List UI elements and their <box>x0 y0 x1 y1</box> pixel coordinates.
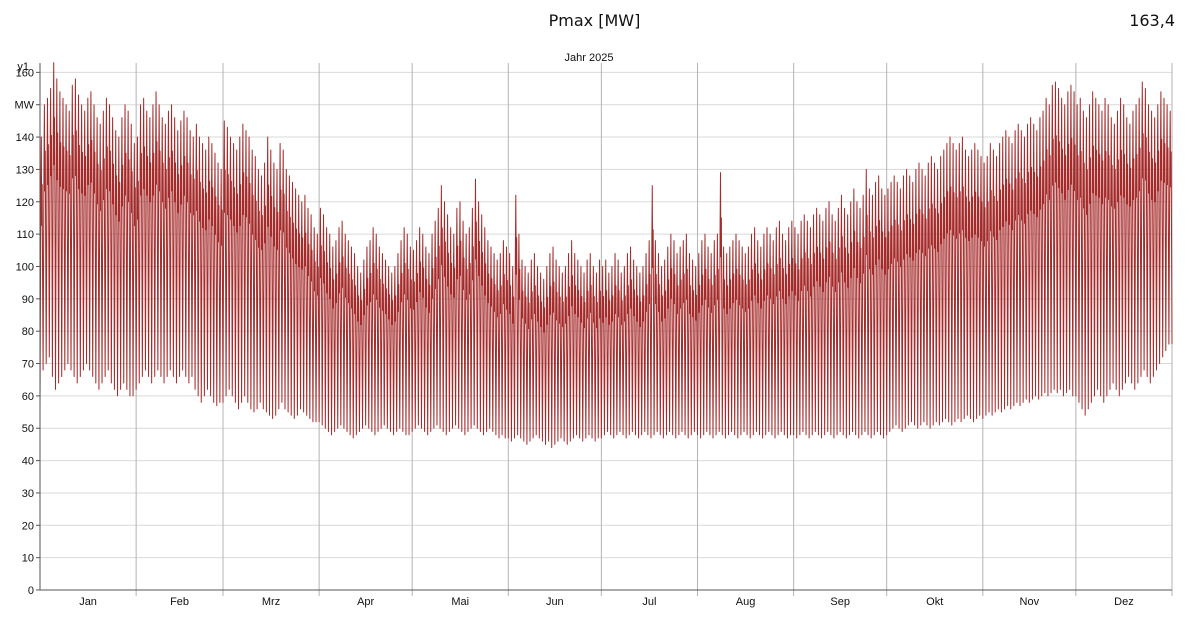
y-tick-label: 50 <box>22 423 34 435</box>
y-tick-label: 80 <box>22 326 34 338</box>
y-tick-label: 140 <box>16 132 34 144</box>
x-tick-label: Apr <box>357 596 374 608</box>
x-tick-label: Dez <box>1114 596 1134 608</box>
axes <box>36 63 1172 591</box>
x-tick-label: Jul <box>642 596 656 608</box>
y-tick-label: 0 <box>28 585 34 597</box>
y-tick-label: 100 <box>16 261 34 273</box>
y-tick-label: 160 <box>16 67 34 79</box>
y-tick-label: 30 <box>22 488 34 500</box>
y-axis-name: y1 <box>17 61 29 73</box>
x-tick-label: Nov <box>1020 596 1040 608</box>
chart-title: Jahr 2025 <box>565 52 614 64</box>
header-title: Pmax [MW] <box>548 11 641 30</box>
y-tick-label: 60 <box>22 391 34 403</box>
y-tick-labels: 0 10 20 30 40 50 60 70 80 90 100 110 120 130 140 MW 160 <box>14 67 34 597</box>
y-tick-label: 20 <box>22 520 34 532</box>
y-tick-label: 90 <box>22 294 34 306</box>
x-tick-label: Mai <box>451 596 469 608</box>
x-tick-label: Aug <box>736 596 756 608</box>
series-line-0 <box>39 62 1173 449</box>
x-tick-label: Sep <box>830 596 850 608</box>
y-tick-label: 110 <box>16 229 34 241</box>
series <box>39 62 1173 449</box>
y-tick-label: 10 <box>22 553 34 565</box>
y-tick-label: MW <box>14 100 34 112</box>
x-tick-label: Mrz <box>262 596 280 608</box>
y-tick-label: 130 <box>16 164 34 176</box>
y-tick-label: 40 <box>22 456 34 468</box>
x-tick-label: Jun <box>546 596 564 608</box>
x-tick-label: Okt <box>926 596 943 608</box>
y-tick-label: 120 <box>16 197 34 209</box>
x-tick-label: Feb <box>170 596 189 608</box>
y-tick-label: 70 <box>22 359 34 371</box>
header-max-value: 163,4 <box>1129 11 1175 30</box>
x-tick-label: Jan <box>79 596 97 608</box>
x-tick-labels: Jan Feb Mrz Apr Mai Jun Jul Aug Sep Okt Nov Dez <box>79 596 1134 608</box>
